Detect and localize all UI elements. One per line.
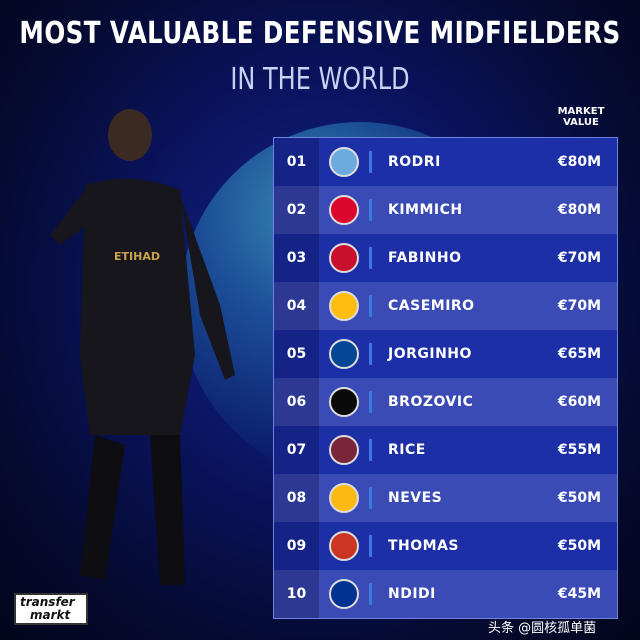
page-title: MOST VALUABLE DEFENSIVE MIDFIELDERS xyxy=(19,16,621,51)
transfermarkt-logo: transfer markt xyxy=(14,593,88,625)
divider xyxy=(369,295,372,317)
club-badge-icon xyxy=(329,243,359,273)
market-value: €50M xyxy=(557,538,601,554)
rank: 09 xyxy=(274,522,319,570)
player-name: THOMAS xyxy=(388,538,460,554)
rank: 06 xyxy=(274,378,319,426)
table-row: 08 NEVES €50M xyxy=(274,474,617,522)
divider xyxy=(369,199,372,221)
market-value: €70M xyxy=(557,298,601,314)
divider xyxy=(369,583,372,605)
club-badge-icon xyxy=(329,531,359,561)
player-name: NEVES xyxy=(388,490,443,506)
club-badge-icon xyxy=(329,291,359,321)
divider xyxy=(369,535,372,557)
club-badge-icon xyxy=(329,339,359,369)
rank: 02 xyxy=(274,186,319,234)
divider xyxy=(369,487,372,509)
market-value: €50M xyxy=(557,490,601,506)
club-badge-icon xyxy=(329,195,359,225)
divider xyxy=(369,439,372,461)
player-name: CASEMIRO xyxy=(388,298,475,314)
market-value: €65M xyxy=(557,346,601,362)
player-name: FABINHO xyxy=(388,250,462,266)
market-value: €45M xyxy=(557,586,601,602)
table-row: 03 FABINHO €70M xyxy=(274,234,617,282)
player-name: RICE xyxy=(388,442,426,458)
club-badge-icon xyxy=(329,483,359,513)
market-value: €60M xyxy=(557,394,601,410)
player-name: KIMMICH xyxy=(388,202,463,218)
table-row: 09 THOMAS €50M xyxy=(274,522,617,570)
table-row: 02 KIMMICH €80M xyxy=(274,186,617,234)
page-subtitle: IN THE WORLD xyxy=(230,62,410,97)
logo-line2: markt xyxy=(30,608,71,622)
table-row: 07 RICE €55M xyxy=(274,426,617,474)
club-badge-icon xyxy=(329,387,359,417)
divider xyxy=(369,247,372,269)
rank: 08 xyxy=(274,474,319,522)
divider xyxy=(369,151,372,173)
player-name: NDIDI xyxy=(388,586,436,602)
ranking-table: 01 RODRI €80M 02 KIMMICH €80M 03 FABINHO €… xyxy=(273,137,618,619)
divider xyxy=(369,391,372,413)
rank: 07 xyxy=(274,426,319,474)
logo-line1: transfer xyxy=(20,595,75,609)
club-badge-icon xyxy=(329,579,359,609)
player-photo: ETIHAD xyxy=(50,109,235,585)
player-name: RODRI xyxy=(388,154,441,170)
market-value-header: MARKET VALUE xyxy=(557,106,605,128)
club-badge-icon xyxy=(329,435,359,465)
rank: 05 xyxy=(274,330,319,378)
market-value: €55M xyxy=(557,442,601,458)
player-name: JORGINHO xyxy=(388,346,472,362)
table-row: 01 RODRI €80M xyxy=(274,138,617,186)
rank: 04 xyxy=(274,282,319,330)
market-value: €80M xyxy=(557,154,601,170)
table-row: 10 NDIDI €45M xyxy=(274,570,617,618)
market-value: €70M xyxy=(557,250,601,266)
table-row: 04 CASEMIRO €70M xyxy=(274,282,617,330)
rank: 03 xyxy=(274,234,319,282)
rank: 10 xyxy=(274,570,319,618)
divider xyxy=(369,343,372,365)
jersey-sponsor: ETIHAD xyxy=(114,250,160,263)
table-row: 06 BROZOVIC €60M xyxy=(274,378,617,426)
table-row: 05 JORGINHO €65M xyxy=(274,330,617,378)
player-name: BROZOVIC xyxy=(388,394,474,410)
market-value: €80M xyxy=(557,202,601,218)
rank: 01 xyxy=(274,138,319,186)
club-badge-icon xyxy=(329,147,359,177)
watermark: 头条 @圆核孤单菌 xyxy=(488,621,597,636)
